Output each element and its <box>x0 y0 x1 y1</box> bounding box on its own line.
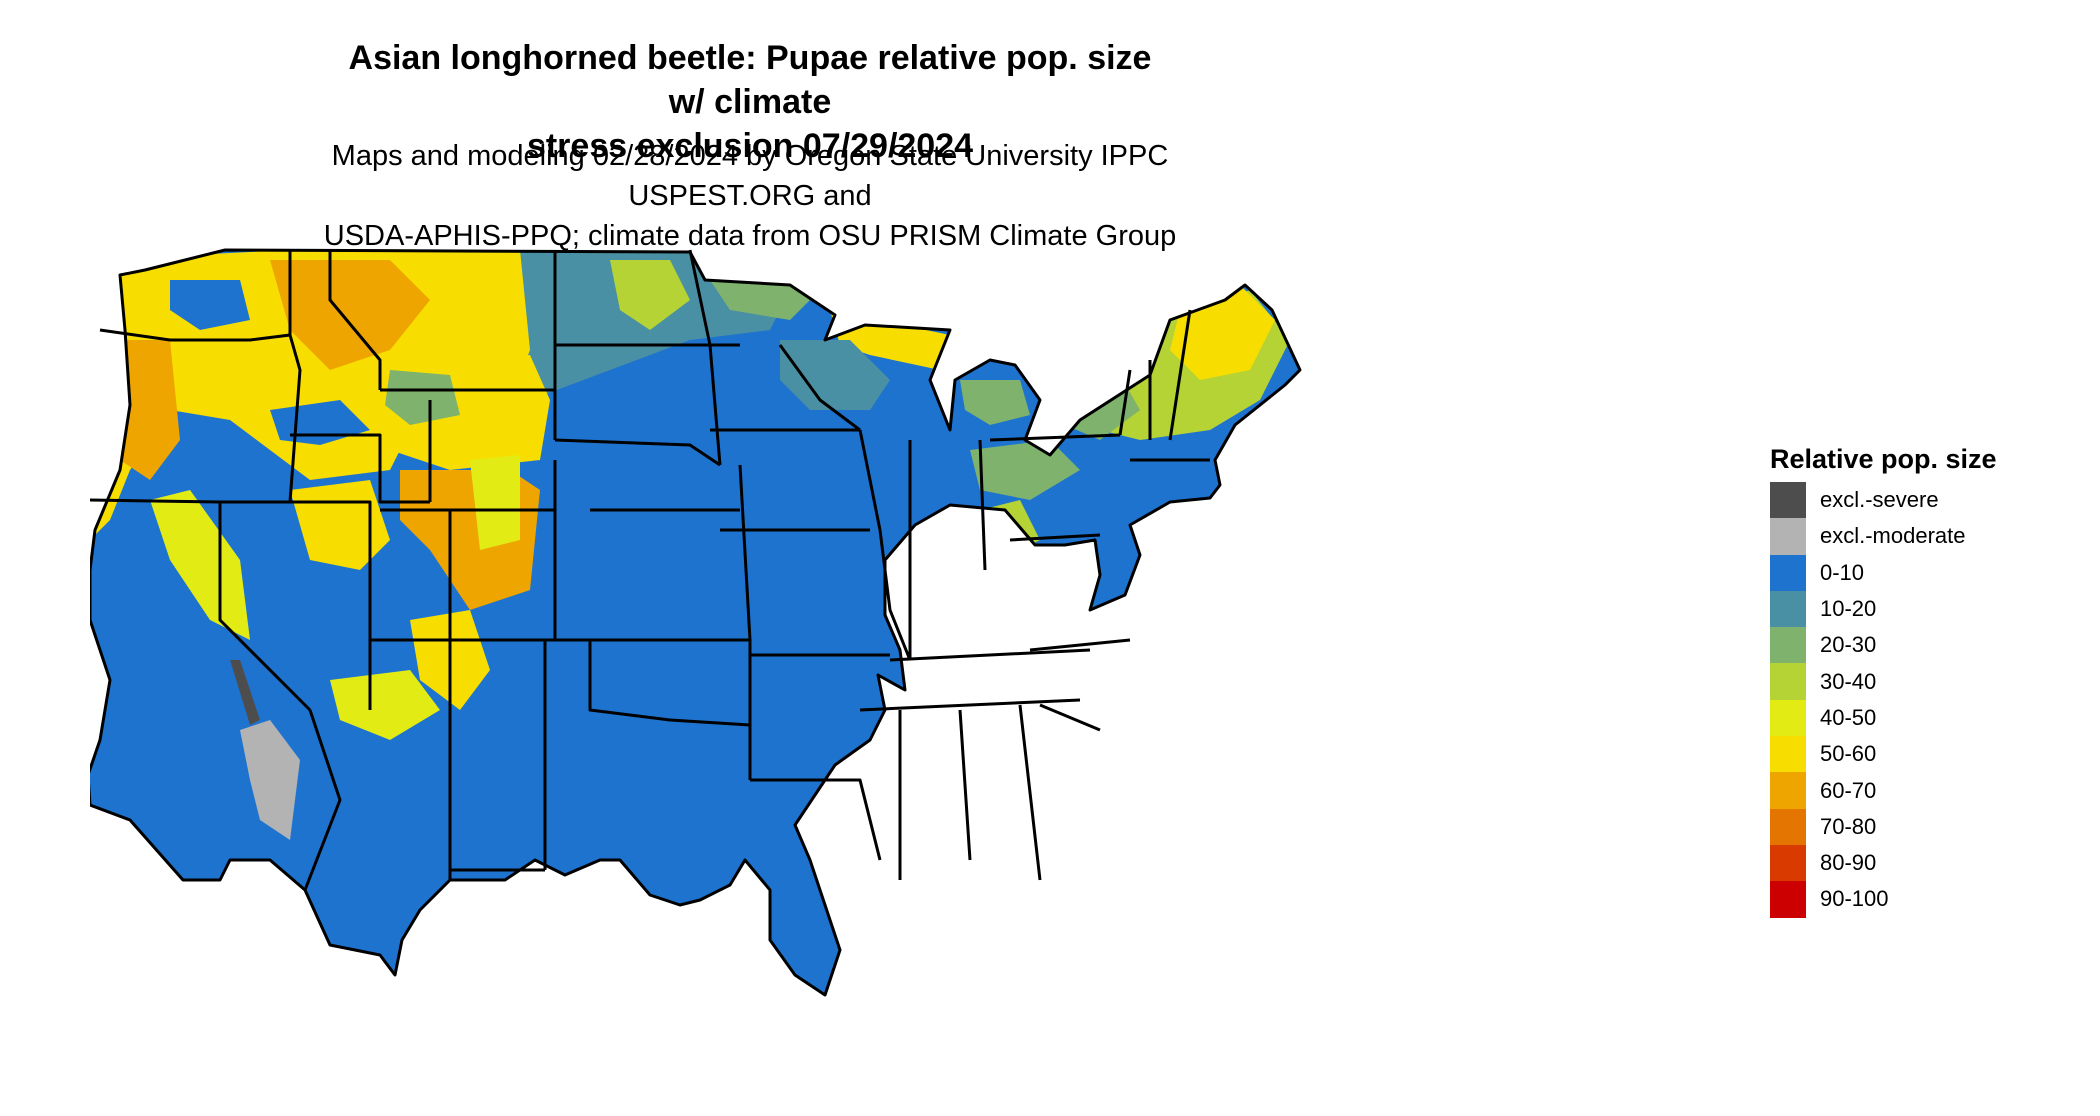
border-il <box>858 429 912 661</box>
map-title-line-2: stress exclusion 07/29/2024 <box>526 127 974 165</box>
legend-items: excl.-severe excl.-moderate 0-10 10-20 20-30… <box>1770 482 2070 918</box>
map-subtitle: Maps and modeling 02/28/2024 by Oregon S… <box>300 136 1200 256</box>
national-border <box>90 248 1302 997</box>
border-wa-or <box>99 328 291 342</box>
region-idaho-montana-60-70 <box>270 260 430 370</box>
border-nm-tx <box>450 640 547 872</box>
border-pa-md <box>1009 533 1101 542</box>
border-ar-la <box>750 778 882 861</box>
legend-label: 30-40 <box>1820 668 1877 694</box>
legend-label: 20-30 <box>1820 632 1877 658</box>
border-pa-ny <box>989 433 1121 442</box>
border-ut-co-az-nm <box>370 510 545 880</box>
region-wyoming-basin-20-30 <box>385 370 460 425</box>
legend-item: 10-20 <box>1770 590 2070 628</box>
legend-label: 60-70 <box>1820 777 1877 803</box>
legend-label: excl.-moderate <box>1820 523 1966 549</box>
suitability-overlays <box>90 250 1290 840</box>
legend-item: 40-50 <box>1770 699 2070 737</box>
region-arizona-rim-40-50 <box>330 670 440 740</box>
border-ca-nv <box>218 502 312 712</box>
legend-label: 70-80 <box>1820 813 1877 839</box>
legend-label: 50-60 <box>1820 741 1877 767</box>
legend-item: 30-40 <box>1770 663 2070 700</box>
legend-swatch <box>1770 590 1806 628</box>
map-fill-layer <box>90 250 1300 995</box>
legend: Relative pop. size excl.-severe excl.-mod… <box>1770 440 2070 918</box>
legend-swatch <box>1770 772 1806 809</box>
region-colorado-plains-40-50 <box>470 455 520 550</box>
legend-item: 20-30 <box>1770 627 2070 664</box>
legend-item: 0-10 <box>1770 554 2070 591</box>
legend-swatch <box>1770 699 1806 737</box>
region-michigan-20-30 <box>960 380 1030 425</box>
region-death-valley-excl-severe <box>230 660 260 725</box>
border-id-wy-ut <box>290 433 430 504</box>
border-oh <box>978 439 987 571</box>
region-appalachian-pa-20-30 <box>970 440 1080 500</box>
region-north-dakota-30-40 <box>610 260 690 330</box>
legend-swatch <box>1770 844 1806 882</box>
map-title: Asian longhorned beetle: Pupae relative … <box>330 36 1170 168</box>
legend-label: 0-10 <box>1820 559 1865 585</box>
legend-label: 40-50 <box>1820 704 1877 730</box>
us-map <box>90 240 1750 1110</box>
legend-item: excl.-moderate <box>1770 518 2070 555</box>
border-mo-east <box>738 464 752 780</box>
legend-swatch <box>1770 482 1806 519</box>
legend-item: 60-70 <box>1770 772 2070 809</box>
border-wi-mn <box>778 344 861 432</box>
legend-label: excl.-severe <box>1820 487 1939 513</box>
border-mn-west <box>688 249 722 466</box>
border-ms-al-ga <box>898 704 1042 881</box>
border-new-england <box>1118 309 1210 462</box>
legend-item: 70-80 <box>1770 808 2070 845</box>
map-title-line-1: Asian longhorned beetle: Pupae relative … <box>348 39 1152 121</box>
border-az-ca <box>303 709 342 891</box>
region-wisconsin-10-20 <box>780 340 890 410</box>
legend-swatch <box>1770 663 1806 700</box>
legend-label: 10-20 <box>1820 596 1877 622</box>
map-subtitle-line-2: USDA-APHIS-PPQ; climate data from OSU PR… <box>323 220 1177 252</box>
border-tn-south <box>859 698 1081 712</box>
legend-item: 50-60 <box>1770 736 2070 773</box>
state-borders <box>90 248 1302 997</box>
region-sierra-40-50 <box>150 490 250 640</box>
legend-swatch <box>1770 808 1806 845</box>
border-nc-sc <box>1039 703 1101 732</box>
legend-item: excl.-severe <box>1770 482 2070 519</box>
border-sd-ne <box>554 438 721 467</box>
region-colorado-river-excl-moderate <box>240 720 300 840</box>
border-id-mt <box>328 250 382 390</box>
legend-swatch <box>1770 736 1806 773</box>
map-subtitle-line-1: Maps and modeling 02/28/2024 by Oregon S… <box>331 140 1169 212</box>
legend-title: Relative pop. size <box>1770 444 1997 474</box>
legend-label: 90-100 <box>1820 886 1889 912</box>
region-columbia-basin-0-10 <box>170 280 250 330</box>
legend-label: 80-90 <box>1820 850 1877 876</box>
us-map-svg <box>90 248 1302 997</box>
border-va-nc <box>1029 638 1131 652</box>
legend-swatch <box>1770 627 1806 664</box>
legend-item: 90-100 <box>1770 881 2070 918</box>
legend-swatch <box>1770 554 1806 591</box>
border-ky-tn <box>889 648 1091 662</box>
legend-item: 80-90 <box>1770 844 2070 882</box>
legend-swatch <box>1770 881 1806 918</box>
legend-swatch <box>1770 518 1806 555</box>
